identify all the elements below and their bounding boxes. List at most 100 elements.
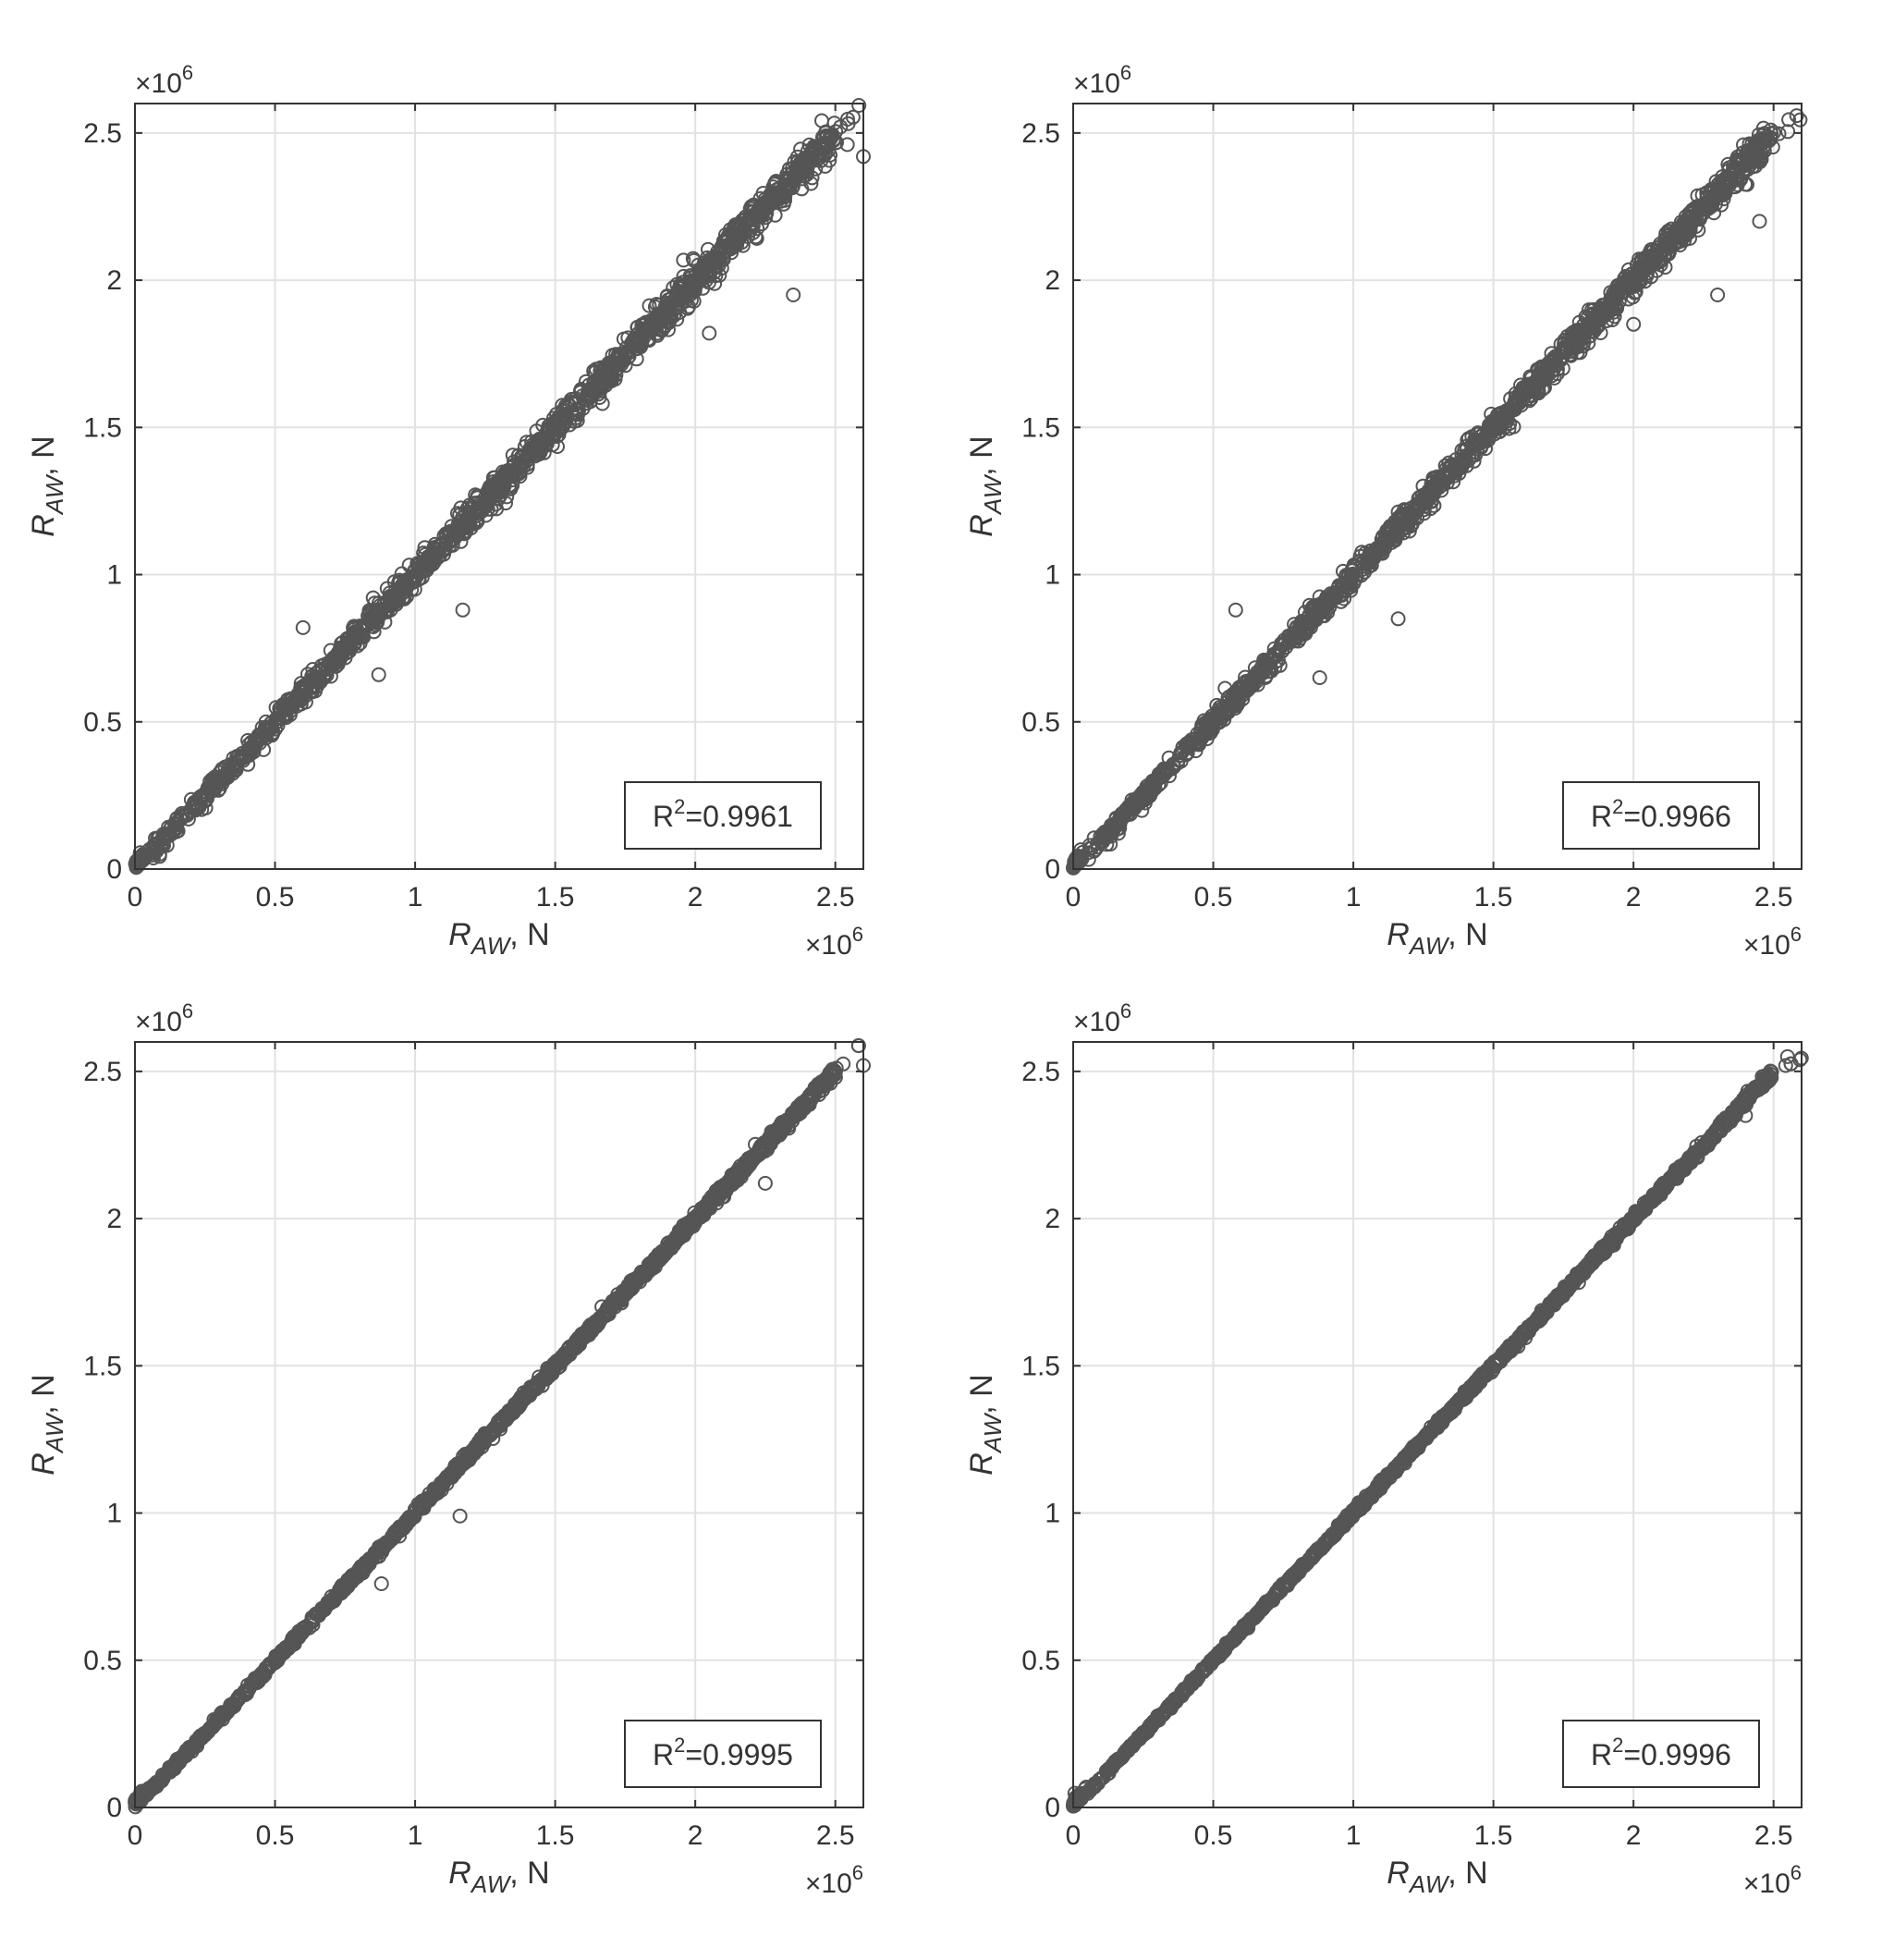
annotation-box — [624, 781, 822, 850]
x-tick-label: 2 — [688, 882, 703, 913]
data-point — [1130, 790, 1145, 806]
data-point — [348, 1571, 363, 1586]
data-point-outlier — [1626, 316, 1642, 332]
data-point — [1552, 351, 1568, 367]
data-point — [439, 1476, 455, 1491]
data-point — [169, 1753, 185, 1769]
data-point — [1531, 367, 1546, 383]
y-axis-label-symbol: R — [964, 514, 999, 537]
axes-box — [134, 103, 864, 870]
data-point — [658, 1243, 674, 1259]
y-multiplier-exponent: 6 — [1120, 61, 1131, 84]
x-axis-label: RAW, N — [1387, 917, 1487, 960]
y-axis-label-symbol: R — [26, 1452, 61, 1476]
data-point — [815, 129, 830, 145]
data-point — [268, 700, 284, 716]
data-point — [588, 383, 604, 398]
data-point — [419, 562, 434, 578]
data-point — [532, 444, 548, 459]
data-point — [598, 1308, 614, 1323]
data-point — [298, 680, 313, 696]
y-tick-label: 1 — [106, 560, 122, 591]
x-axis-label-unit: , N — [1448, 917, 1487, 952]
data-point — [1270, 653, 1286, 668]
x-tick-label: 1 — [408, 1820, 423, 1851]
data-point — [672, 290, 688, 306]
data-point — [616, 331, 631, 347]
y-tick-label: 1.5 — [1021, 412, 1060, 443]
y-multiplier: ×106 — [135, 999, 193, 1037]
data-point — [1424, 476, 1439, 491]
data-point — [686, 252, 702, 268]
data-point — [1607, 309, 1622, 325]
data-point — [556, 408, 571, 423]
data-point — [169, 811, 185, 826]
data-point — [299, 682, 314, 698]
data-point — [1312, 598, 1327, 614]
data-point — [1378, 536, 1394, 552]
data-point — [692, 267, 708, 283]
data-point — [1702, 194, 1717, 210]
data-point — [821, 142, 837, 158]
data-point — [490, 484, 506, 499]
x-multiplier-exponent: 6 — [852, 1861, 863, 1884]
y-tick-label: 2.5 — [83, 118, 122, 149]
data-point — [1516, 381, 1532, 397]
data-point — [470, 1440, 485, 1455]
grid — [135, 104, 863, 869]
data-point — [261, 1659, 275, 1674]
data-point — [772, 187, 788, 202]
data-point — [416, 1501, 432, 1516]
data-point-outlier — [1710, 288, 1726, 302]
data-point — [701, 1195, 716, 1211]
data-points — [128, 98, 871, 876]
data-point — [1750, 149, 1766, 164]
annotation-base: R — [653, 800, 674, 833]
data-point — [718, 227, 733, 242]
data-point-outlier — [371, 667, 386, 682]
data-point — [1416, 506, 1432, 521]
x-axis-label-symbol: R — [448, 1856, 471, 1891]
data-point — [544, 417, 560, 433]
data-point — [676, 252, 691, 268]
data-point — [840, 116, 856, 131]
x-multiplier-exponent: 6 — [1790, 923, 1802, 946]
data-point — [1771, 126, 1787, 141]
y-tick-label: 2.5 — [1021, 118, 1060, 149]
data-point — [582, 1321, 598, 1337]
data-point — [346, 619, 361, 634]
data-point — [1520, 377, 1534, 393]
data-point — [725, 1169, 740, 1184]
data-point — [636, 1265, 652, 1280]
data-point — [315, 662, 331, 678]
data-point — [839, 137, 855, 153]
y-tick-label: 2 — [106, 1204, 122, 1234]
x-axis-label-subscript: AW — [470, 932, 512, 960]
data-point — [588, 364, 603, 380]
data-point — [1179, 745, 1195, 761]
r-squared-annotation: R2=0.9961 — [624, 781, 822, 850]
data-point — [299, 1620, 314, 1635]
data-point — [529, 423, 544, 439]
data-point — [355, 619, 370, 634]
y-multiplier-exponent: 6 — [182, 999, 193, 1023]
data-point — [519, 1389, 533, 1404]
data-point — [1627, 277, 1643, 293]
data-point — [426, 542, 442, 557]
data-point — [807, 1081, 823, 1096]
y-tick-label: 2 — [1045, 265, 1060, 296]
annotation-superscript: 2 — [674, 1733, 685, 1757]
data-point — [663, 302, 678, 318]
data-point — [1439, 467, 1455, 483]
y-multiplier-base: ×10 — [1073, 68, 1120, 99]
data-point — [1112, 816, 1128, 832]
data-point — [814, 113, 829, 129]
data-point — [450, 1460, 466, 1476]
y-tick-label: 0.5 — [1021, 707, 1060, 738]
data-point — [259, 720, 275, 736]
data-point — [735, 238, 751, 253]
x-tick-label: 1 — [1346, 882, 1362, 913]
data-point — [602, 371, 617, 386]
data-point — [752, 206, 767, 222]
